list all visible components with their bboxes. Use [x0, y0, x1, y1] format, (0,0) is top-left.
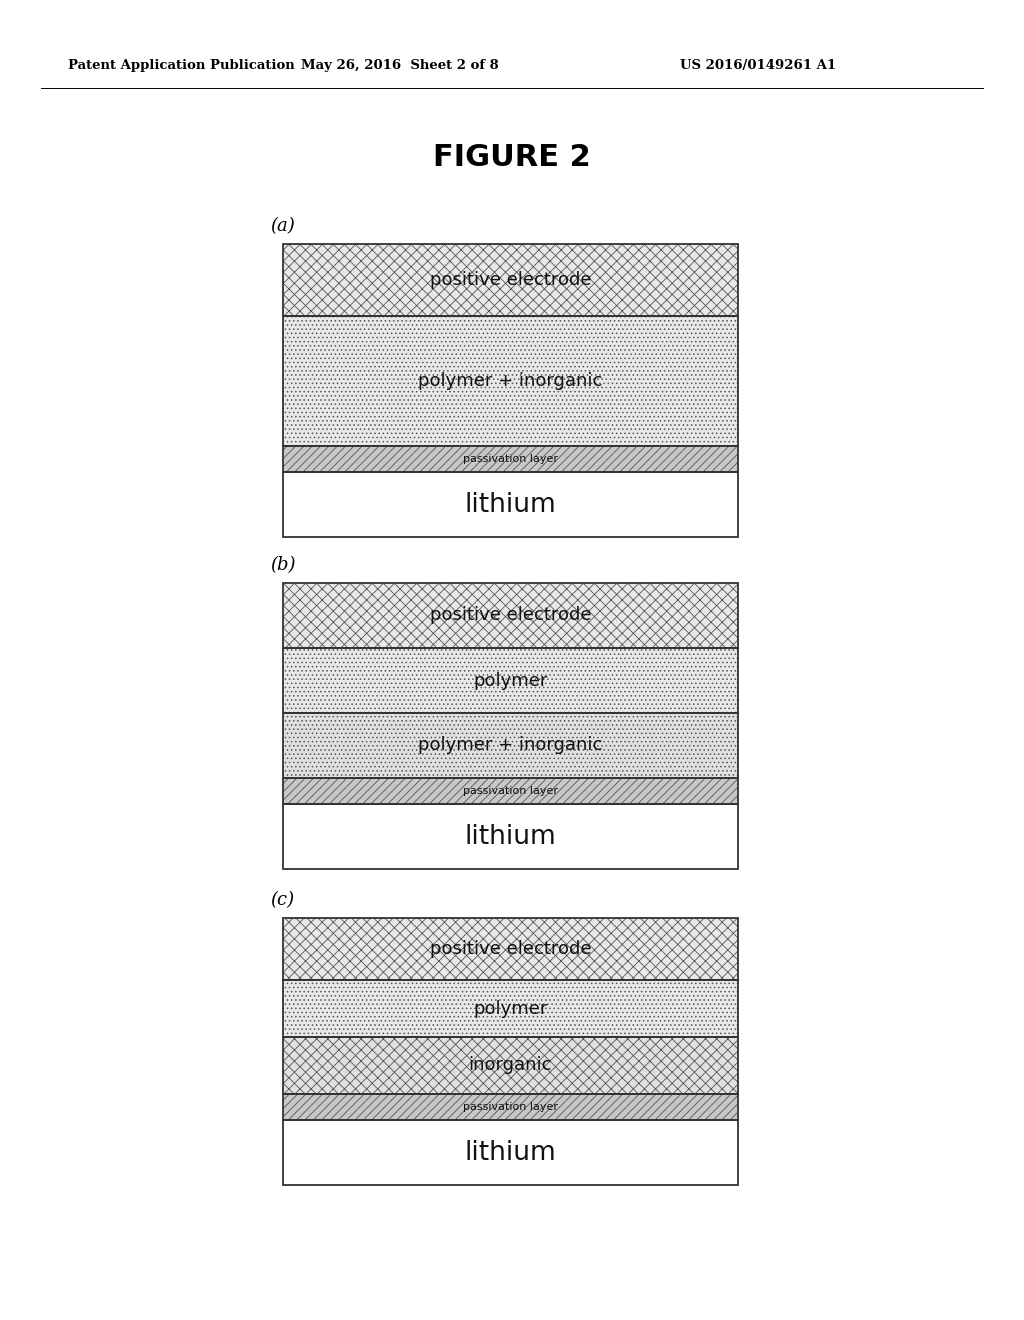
- Bar: [283, 804, 738, 869]
- Bar: [283, 583, 738, 648]
- Bar: [283, 804, 738, 869]
- Text: May 26, 2016  Sheet 2 of 8: May 26, 2016 Sheet 2 of 8: [301, 58, 499, 71]
- Bar: [283, 446, 738, 473]
- Bar: [283, 979, 738, 1038]
- Text: Patent Application Publication: Patent Application Publication: [68, 58, 295, 71]
- Bar: [283, 446, 738, 473]
- Text: polymer + inorganic: polymer + inorganic: [419, 372, 603, 389]
- Text: positive electrode: positive electrode: [430, 271, 591, 289]
- Bar: [283, 473, 738, 537]
- Bar: [283, 917, 738, 979]
- Text: polymer: polymer: [473, 999, 548, 1018]
- Bar: [283, 583, 738, 648]
- Bar: [283, 1094, 738, 1119]
- Text: passivation layer: passivation layer: [463, 1102, 558, 1111]
- Bar: [283, 648, 738, 713]
- Bar: [283, 777, 738, 804]
- Bar: [283, 648, 738, 713]
- Text: positive electrode: positive electrode: [430, 940, 591, 958]
- Bar: [283, 583, 738, 648]
- Bar: [283, 315, 738, 446]
- Bar: [283, 315, 738, 446]
- Bar: [283, 713, 738, 777]
- Text: inorganic: inorganic: [469, 1056, 552, 1074]
- Bar: [283, 1119, 738, 1185]
- Text: (c): (c): [270, 891, 294, 909]
- Bar: [283, 1094, 738, 1119]
- Text: lithium: lithium: [465, 491, 556, 517]
- Bar: [283, 713, 738, 777]
- Bar: [283, 1038, 738, 1094]
- Bar: [283, 315, 738, 446]
- Bar: [283, 777, 738, 804]
- Bar: [283, 713, 738, 777]
- Text: (b): (b): [270, 556, 296, 574]
- Text: lithium: lithium: [465, 824, 556, 850]
- Bar: [283, 244, 738, 315]
- Bar: [283, 446, 738, 473]
- Text: (a): (a): [270, 216, 295, 235]
- Text: polymer: polymer: [473, 672, 548, 689]
- Bar: [283, 1038, 738, 1094]
- Text: passivation layer: passivation layer: [463, 454, 558, 465]
- Bar: [283, 1119, 738, 1185]
- Text: FIGURE 2: FIGURE 2: [433, 144, 591, 173]
- Text: positive electrode: positive electrode: [430, 606, 591, 624]
- Bar: [283, 473, 738, 537]
- Text: lithium: lithium: [465, 1139, 556, 1166]
- Bar: [283, 979, 738, 1038]
- Bar: [283, 1094, 738, 1119]
- Bar: [283, 1038, 738, 1094]
- Bar: [283, 244, 738, 315]
- Text: passivation layer: passivation layer: [463, 785, 558, 796]
- Bar: [283, 244, 738, 315]
- Bar: [283, 979, 738, 1038]
- Bar: [283, 648, 738, 713]
- Bar: [283, 917, 738, 979]
- Bar: [283, 917, 738, 979]
- Text: US 2016/0149261 A1: US 2016/0149261 A1: [680, 58, 837, 71]
- Text: polymer + inorganic: polymer + inorganic: [419, 737, 603, 755]
- Bar: [283, 777, 738, 804]
